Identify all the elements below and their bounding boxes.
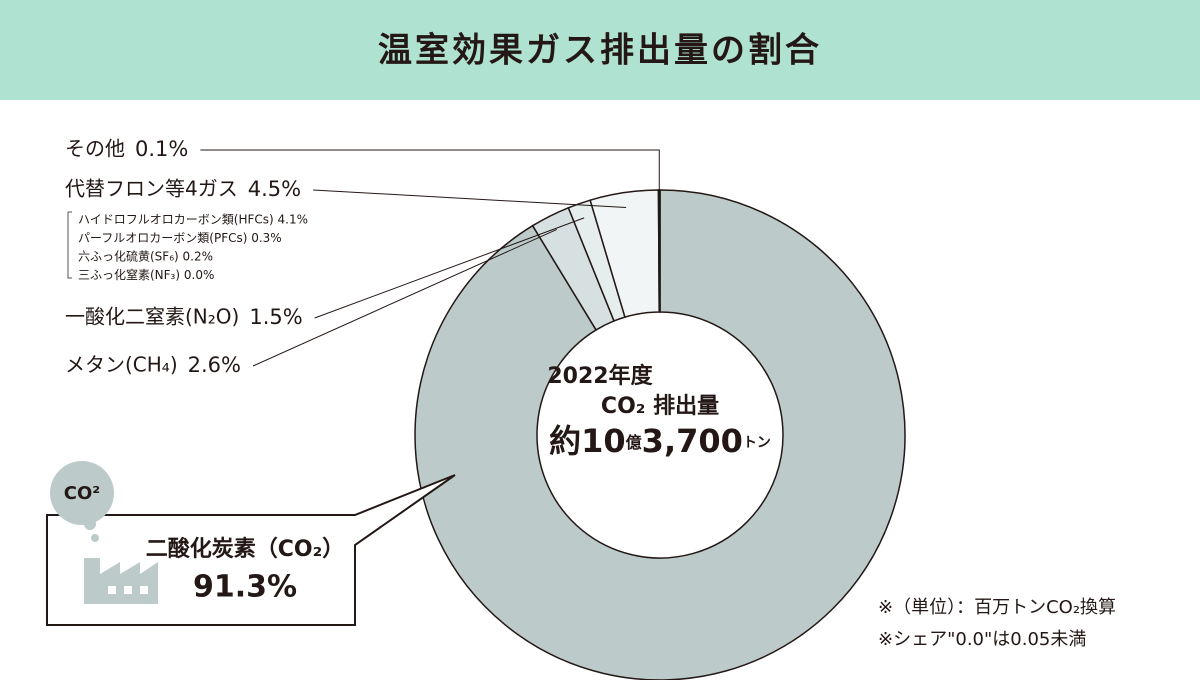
total-part: トン — [743, 435, 771, 451]
callout-name: 二酸化炭素（CO₂） — [146, 536, 344, 562]
breakdown-item: ハイドロフルオロカーボン類(HFCs) 4.1% — [78, 213, 308, 227]
slice-value: 4.5% — [248, 177, 301, 201]
header-band — [0, 0, 1200, 100]
slice-value: 0.1% — [135, 137, 188, 161]
icon-label: CO² — [64, 483, 100, 504]
breakdown-item: 六ふっ化硫黄(SF₆) 0.2% — [78, 249, 213, 264]
center-total: 約10億3,700トン — [549, 422, 771, 460]
center-label: CO₂ 排出量 — [601, 394, 719, 419]
donut — [414, 189, 906, 680]
total-part: 億 — [626, 433, 642, 452]
note: ※（単位）：百万トンCO₂換算 — [878, 597, 1116, 618]
slice-label: 代替フロン等4ガス — [65, 177, 238, 201]
note: ※シェア"0.0"は0.05未満 — [878, 629, 1086, 650]
total-part: 3,700 — [642, 422, 743, 460]
icon-bubble — [91, 534, 99, 542]
slice — [414, 189, 906, 680]
icon-bubble — [50, 461, 114, 525]
leader-line — [313, 189, 627, 209]
slice-label: 一酸化二窒素(N₂O) — [65, 305, 239, 329]
breakdown-item: 三ふっ化窒素(NF₃) 0.0% — [78, 267, 214, 282]
center-year: 2022年度 — [547, 363, 653, 389]
labels: メタン(CH₄) 2.6% 一酸化二窒素(N₂O) 1.5% 代替フロン等4ガス 4.5%… — [65, 137, 660, 377]
chart-title: 温室効果ガス排出量の割合 — [378, 31, 822, 71]
total-part: 約10 — [549, 422, 626, 460]
leader-line — [314, 217, 585, 319]
leader-line — [200, 149, 660, 206]
slice-value: 1.5% — [249, 305, 302, 329]
slice-label: その他 — [65, 137, 125, 161]
slice-value: 2.6% — [188, 353, 241, 377]
slice — [657, 189, 661, 313]
factory-icon — [84, 558, 158, 604]
breakdown-item: パーフルオロカーボン類(PFCs) 0.3% — [78, 231, 282, 245]
slice-label: メタン(CH₄) — [65, 353, 178, 377]
breakdown-bracket — [67, 211, 72, 279]
leader-line — [252, 228, 558, 367]
icon-bubble — [84, 518, 96, 530]
callout-value: 91.3% — [193, 570, 297, 605]
